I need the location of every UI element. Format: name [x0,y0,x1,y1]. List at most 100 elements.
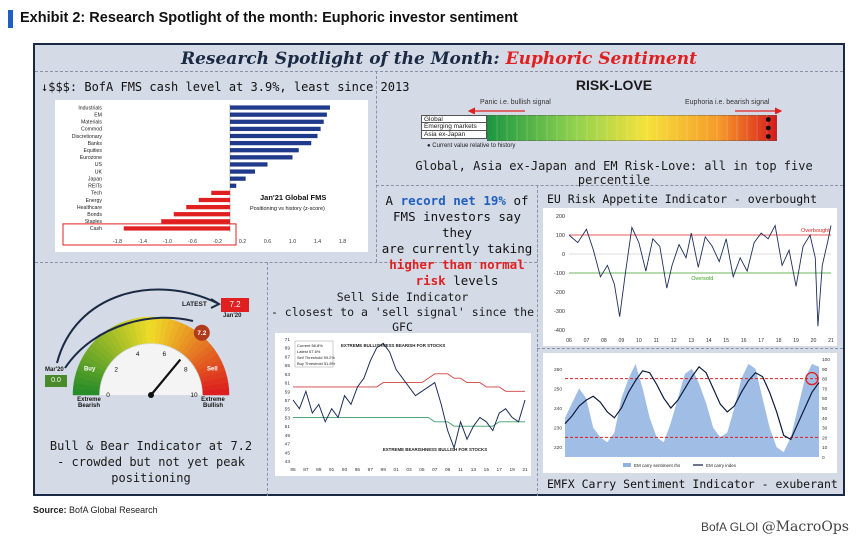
latest-label: LATEST [182,301,207,308]
gauge-scale-label: 4 [136,351,140,358]
fms-category-label: Healthcare [77,205,102,211]
fms-category-label: Japan [88,176,102,182]
fms-chart: Industrials EM Materials Commod Discretionar… [55,100,368,252]
gauge-scale-label: 0 [106,392,110,399]
risk-love-title: RISK-LOVE [575,77,653,93]
emfx-y-left-tick: 230 [554,426,562,432]
record-callout: A record net 19% of FMS investors say th… [377,190,537,288]
fms-tick-label: -0.6 [188,239,197,245]
bull-bear-panel: 0 2 4 6 8 10 Buy Sell 7.2 7.2 Jan'20 LATEST Mar'… [35,263,267,497]
emfx-y-right-tick: 90 [822,367,828,373]
emfx-index-line [564,365,820,441]
fms-title: ↓$$$: BofA FMS cash level at 3.9%, least… [41,80,410,94]
ssi-y-tick-label: 47 [285,442,291,448]
source-line: Source: BofA Global Research [33,505,158,515]
fms-category-label: Commod [81,127,102,133]
watermark: BofA GLOI @MacroOps [701,519,849,535]
gauge-scale-label: 8 [184,367,188,374]
risk-love-arrows [467,107,783,114]
callout-line-1: A record net 19% of [385,193,529,208]
source-text: BofA Global Research [69,505,158,515]
eu-y-tick-label: 100 [556,233,565,239]
risk-love-heat-bar [487,115,777,141]
emfx-sentiment-area [565,363,819,457]
risk-love-row-em: Emerging markets [421,123,487,131]
ssi-legend-line: Latest 57.6% [297,349,321,354]
extreme-bullish-label: Extreme Bullish [201,397,225,409]
fms-bar [198,197,230,203]
bull-bear-title: Bull & Bear Indicator at 7.2 [49,439,253,453]
eu-oversold-label: Oversold [691,276,713,282]
fms-category-label: Tech [91,191,102,197]
fms-bar [230,148,299,153]
ssi-legend-line: Buy Threshold 51.8% [297,361,336,366]
board-title-highlight: Euphoric Sentiment [505,49,698,69]
gauge-scale-label: 2 [114,367,118,374]
watermark-brand: @MacroOps [761,519,849,535]
fms-bar [230,105,330,110]
emfx-legend-swatch-area [623,463,631,467]
emfx-legend-line-label: EM carry index [706,463,737,468]
divider-v3 [267,262,268,496]
eu-x-tick-label: 18 [776,338,782,344]
jan20-value-badge: 7.2 [221,298,249,312]
ssi-sell-threshold-line [293,373,525,392]
gauge-needle [150,358,182,396]
divider-h1 [35,262,537,263]
ssi-y-tick-label: 67 [285,354,291,360]
risk-love-caption: Global, Asia ex-Japan and EM Risk-Love: … [415,159,813,187]
callout-line-3: are currently taking [381,241,533,256]
ssi-y-tick-label: 69 [285,346,291,352]
emfx-y-right-tick: 30 [822,426,828,432]
eu-x-tick-label: 20 [811,338,817,344]
eu-y-tick-label: 200 [556,214,565,220]
fms-category-label: Staples [85,219,103,225]
risk-love-current-marker [765,134,771,139]
board-title: Research Spotlight of the Month: Euphori… [35,49,843,69]
fms-category-label: UK [95,169,103,175]
fms-bar [230,155,293,160]
eu-x-tick-label: 15 [723,338,729,344]
fms-category-label: REITs [88,184,102,190]
eu-overbought-label: Overbought [801,228,830,234]
ssi-y-tick-label: 45 [285,450,291,456]
ssi-annotation-top: EXTREME BULLISHNESS BEARISH FOR STOCKS [341,343,445,348]
ssi-annotation-bottom: EXTREME BEARISHNESS BULLISH FOR STOCKS [383,447,487,452]
risk-love-right-annotation: Euphoria i.e. bearish signal [685,99,770,106]
ssi-x-tick-label: 91 [329,467,335,473]
eu-x-tick-label: 13 [688,338,694,344]
fms-category-label: Bonds [87,212,102,218]
fms-inner-subtitle: Positioning vs history (z-score) [250,206,325,212]
ssi-x-tick-label: 99 [381,467,387,473]
fms-bar [230,169,255,174]
ssi-x-tick-label: 85 [290,467,296,473]
fms-bar [230,176,246,181]
eu-y-tick-label: -200 [554,290,565,296]
fms-tick-label: 1.4 [314,239,321,245]
ssi-y-tick-label: 65 [285,363,291,369]
divider-v2 [537,185,538,496]
sell-side-title: Sell Side Indicator [336,290,469,304]
fms-tick-label: -1.0 [163,239,172,245]
ssi-x-tick-label: 03 [406,467,412,473]
risk-love-gradient [487,115,777,141]
eu-x-tick-label: 12 [671,338,677,344]
board-title-prefix: Research Spotlight of the Month: [180,49,500,69]
gauge-history-arc-outer [56,288,218,364]
gauge-latest-badge [193,324,210,341]
ssi-y-tick-label: 55 [285,407,291,413]
mar20-label: Mar'20 [45,367,64,373]
eu-x-tick-label: 10 [636,338,642,344]
fms-tick-label: -0.2 [213,239,222,245]
fms-category-label: US [95,162,103,168]
ssi-y-tick-label: 49 [285,433,291,439]
emfx-title: EMFX Carry Sentiment Indicator - exubera… [547,477,838,491]
emfx-y-left-tick: 260 [554,367,562,373]
eu-risk-svg: 200 100 0 -100 -200 -300 -400 Overbought Oversol… [554,214,834,344]
ssi-x-tick-label: 93 [342,467,348,473]
sell-side-caption: Sell Side Indicator - closest to a 'sell… [268,290,537,335]
risk-love-row-labels: Global Emerging markets Asia ex-Japan [421,115,487,139]
fms-bar [230,112,327,117]
fms-tick-label: -1.4 [138,239,147,245]
